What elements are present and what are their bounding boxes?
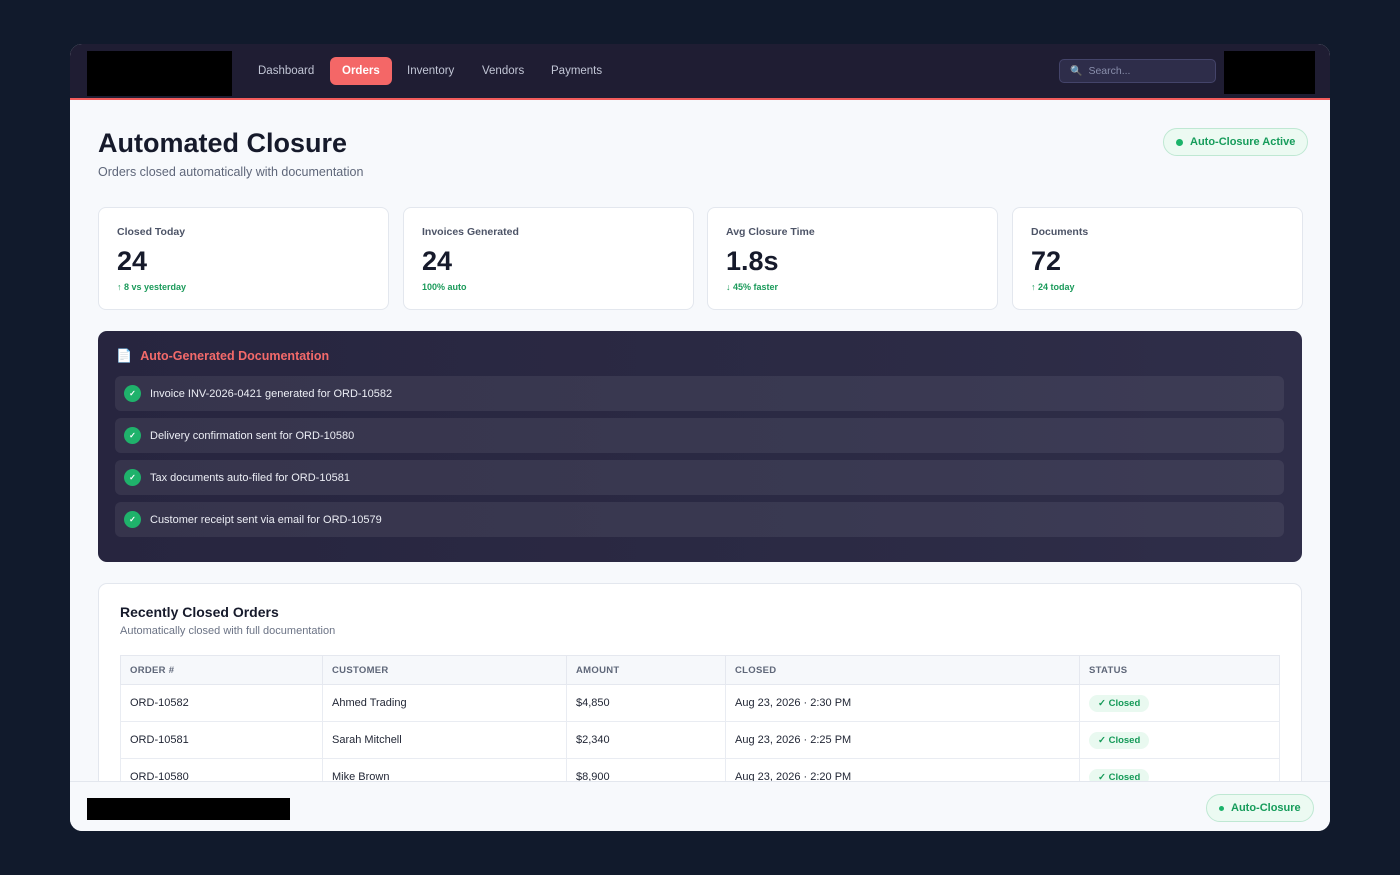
doc-item[interactable]: ✓ Delivery confirmation sent for ORD-105… (115, 418, 1284, 453)
doc-panel-title-text: Auto-Generated Documentation (140, 349, 330, 363)
avatar[interactable] (1224, 51, 1315, 94)
nav-dashboard[interactable]: Dashboard (258, 65, 315, 77)
doc-item-text: Tax documents auto-filed for ORD-10581 (150, 471, 350, 484)
app-window: Dashboard Orders Inventory Vendors Payme… (70, 44, 1330, 831)
cell-customer: Ahmed Trading (322, 684, 567, 722)
doc-item-text: Delivery confirmation sent for ORD-10580 (150, 429, 355, 442)
stat-value: 24 (117, 246, 148, 276)
stat-delta: 100% auto (422, 282, 467, 292)
cell-status: ✓ Closed (1079, 721, 1280, 759)
check-icon: ✓ (124, 385, 141, 402)
doc-item[interactable]: ✓ Tax documents auto-filed for ORD-10581 (115, 460, 1284, 495)
table-row[interactable]: ORD-10582 Ahmed Trading $4,850 Aug 23, 2… (120, 684, 1280, 722)
column-header-amount[interactable]: AMOUNT (566, 655, 726, 685)
stat-card-documents: Documents 72 ↑ 24 today (1012, 207, 1303, 310)
stat-delta: ↓ 45% faster (726, 282, 779, 292)
cell-order: ORD-10582 (120, 684, 323, 722)
nav-orders[interactable]: Orders (330, 57, 392, 85)
search-input[interactable] (1088, 65, 1199, 77)
status-badge: ✓ Closed (1089, 694, 1150, 712)
check-icon: ✓ (124, 511, 141, 528)
column-header-customer[interactable]: CUSTOMER (322, 655, 567, 685)
stat-value: 24 (422, 246, 453, 276)
cell-order: ORD-10581 (120, 721, 323, 759)
column-header-order[interactable]: ORDER # (120, 655, 323, 685)
footer-status-badge[interactable]: Auto-Closure (1206, 794, 1314, 822)
document-icon: 📄 (116, 348, 133, 363)
nav-inventory[interactable]: Inventory (407, 65, 455, 77)
stat-delta: ↑ 8 vs yesterday (117, 282, 187, 292)
cell-closed: Aug 23, 2026 · 2:25 PM (725, 721, 1080, 759)
table-row[interactable]: ORD-10581 Sarah Mitchell $2,340 Aug 23, … (120, 721, 1280, 759)
status-dot-icon (1219, 805, 1224, 811)
nav-payments[interactable]: Payments (551, 65, 603, 77)
cell-amount: $4,850 (566, 684, 726, 722)
stat-card-avg-closure-time: Avg Closure Time 1.8s ↓ 45% faster (707, 207, 998, 310)
logo (87, 51, 232, 96)
status-badge: ✓ Closed (1089, 731, 1150, 749)
doc-item[interactable]: ✓ Invoice INV-2026-0421 generated for OR… (115, 376, 1284, 411)
search-icon: 🔍 (1070, 65, 1083, 77)
doc-item-text: Invoice INV-2026-0421 generated for ORD-… (150, 387, 393, 400)
status-badge-label: Auto-Closure Active (1190, 136, 1296, 148)
page-subtitle: Orders closed automatically with documen… (98, 165, 364, 179)
stat-card-invoices-generated: Invoices Generated 24 100% auto (403, 207, 694, 310)
auto-documentation-panel: 📄 Auto-Generated Documentation ✓ Invoice… (98, 331, 1302, 562)
check-icon: ✓ (124, 469, 141, 486)
cell-customer: Sarah Mitchell (322, 721, 567, 759)
footer-bar: Auto-Closure (70, 781, 1330, 831)
doc-item-text: Customer receipt sent via email for ORD-… (150, 513, 382, 526)
nav-vendors[interactable]: Vendors (482, 65, 525, 77)
column-header-status[interactable]: STATUS (1079, 655, 1280, 685)
search-box[interactable]: 🔍 (1059, 59, 1216, 83)
closed-orders-card: Recently Closed Orders Automatically clo… (98, 583, 1302, 803)
stat-value: 1.8s (726, 246, 779, 276)
stat-label: Avg Closure Time (726, 226, 815, 238)
cell-status: ✓ Closed (1079, 684, 1280, 722)
auto-closure-status-badge: Auto-Closure Active (1163, 128, 1309, 156)
closed-orders-table: ORDER # CUSTOMER AMOUNT CLOSED STATUS OR… (120, 655, 1280, 796)
stat-card-closed-today: Closed Today 24 ↑ 8 vs yesterday (98, 207, 389, 310)
stat-label: Closed Today (117, 226, 186, 238)
column-header-closed[interactable]: CLOSED (725, 655, 1080, 685)
top-navigation: Dashboard Orders Inventory Vendors Payme… (70, 44, 1330, 100)
table-header-row: ORDER # CUSTOMER AMOUNT CLOSED STATUS (120, 655, 1280, 685)
table-title: Recently Closed Orders (120, 604, 279, 620)
stat-label: Documents (1031, 226, 1089, 238)
stat-delta: ↑ 24 today (1031, 282, 1075, 292)
cell-amount: $2,340 (566, 721, 726, 759)
check-icon: ✓ (124, 427, 141, 444)
doc-item[interactable]: ✓ Customer receipt sent via email for OR… (115, 502, 1284, 537)
stat-value: 72 (1031, 246, 1062, 276)
doc-panel-title: 📄 Auto-Generated Documentation (116, 348, 329, 364)
footer-info (87, 798, 290, 820)
page-title: Automated Closure (98, 128, 348, 158)
status-dot-icon (1176, 138, 1183, 146)
table-subtitle: Automatically closed with full documenta… (120, 625, 336, 637)
stat-label: Invoices Generated (422, 226, 519, 238)
footer-status-label: Auto-Closure (1231, 802, 1301, 814)
cell-closed: Aug 23, 2026 · 2:30 PM (725, 684, 1080, 722)
